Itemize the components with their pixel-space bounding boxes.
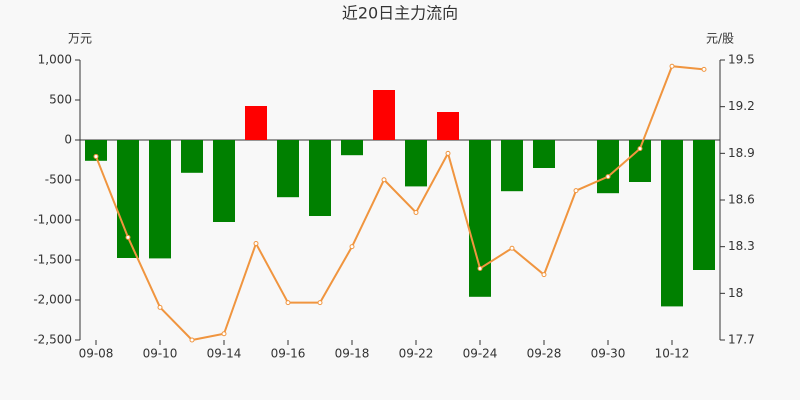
bar xyxy=(629,140,651,182)
x-tick-label: 09-24 xyxy=(463,347,498,361)
price-point xyxy=(125,234,131,240)
price-point xyxy=(221,331,227,337)
price-point xyxy=(189,337,195,343)
bar xyxy=(373,90,395,140)
y-tick-label: -2,000 xyxy=(33,293,72,307)
price-point xyxy=(157,304,163,310)
price-line xyxy=(95,65,705,342)
bar xyxy=(213,140,235,222)
bar xyxy=(341,140,363,156)
bar xyxy=(437,112,459,140)
price-point xyxy=(285,300,291,306)
price-point xyxy=(317,300,323,306)
bar xyxy=(245,106,267,140)
x-tick-label: 09-22 xyxy=(399,347,434,361)
y2-axis-label: 元/股 xyxy=(706,32,734,46)
price-point xyxy=(93,153,99,159)
y-tick-label: 500 xyxy=(49,93,72,107)
y2-tick-label: 18.6 xyxy=(728,193,755,207)
y2-tick-label: 17.7 xyxy=(728,333,755,347)
x-tick-label: 09-30 xyxy=(591,347,626,361)
y2-tick-label: 18 xyxy=(728,286,743,300)
bar xyxy=(469,140,491,297)
price-point xyxy=(637,146,643,152)
x-tick-label: 10-12 xyxy=(655,347,690,361)
bar xyxy=(533,140,555,168)
bar xyxy=(405,140,427,187)
y-tick-label: 1,000 xyxy=(38,53,72,67)
price-point xyxy=(381,177,387,183)
chart-title: 近20日主力流向 xyxy=(342,4,458,23)
y-tick-label: -1,500 xyxy=(33,253,72,267)
y-tick-label: 0 xyxy=(64,133,72,147)
bar xyxy=(693,140,715,270)
price-point xyxy=(253,241,259,247)
price-point xyxy=(669,63,675,69)
x-tick-label: 09-16 xyxy=(271,347,306,361)
bar xyxy=(309,140,331,216)
x-tick-label: 09-08 xyxy=(79,347,114,361)
price-point xyxy=(445,150,451,156)
y-axis-label: 万元 xyxy=(68,32,92,46)
price-point xyxy=(413,209,419,215)
bar xyxy=(661,140,683,307)
y2-tick-label: 19.2 xyxy=(728,99,755,113)
x-tick-label: 09-10 xyxy=(143,347,178,361)
price-point xyxy=(573,188,579,194)
y-tick-label: -2,500 xyxy=(33,333,72,347)
x-tick-label: 09-18 xyxy=(335,347,370,361)
x-tick-label: 09-14 xyxy=(207,347,242,361)
price-point xyxy=(477,265,483,271)
y-tick-label: -500 xyxy=(45,173,72,187)
y2-tick-label: 19.5 xyxy=(728,53,755,67)
price-point xyxy=(701,66,707,72)
y2-tick-label: 18.9 xyxy=(728,146,755,160)
x-tick-label: 09-28 xyxy=(527,347,562,361)
bar xyxy=(501,140,523,192)
price-point xyxy=(509,245,515,251)
y2-tick-label: 18.3 xyxy=(728,239,755,253)
bar xyxy=(149,140,171,259)
bar xyxy=(117,140,139,258)
price-point xyxy=(349,244,355,250)
bar xyxy=(181,140,203,173)
bar xyxy=(85,140,107,161)
price-point xyxy=(605,174,611,180)
y-tick-label: -1,000 xyxy=(33,213,72,227)
price-point xyxy=(541,272,547,278)
bar xyxy=(277,140,299,198)
bar xyxy=(597,140,619,194)
